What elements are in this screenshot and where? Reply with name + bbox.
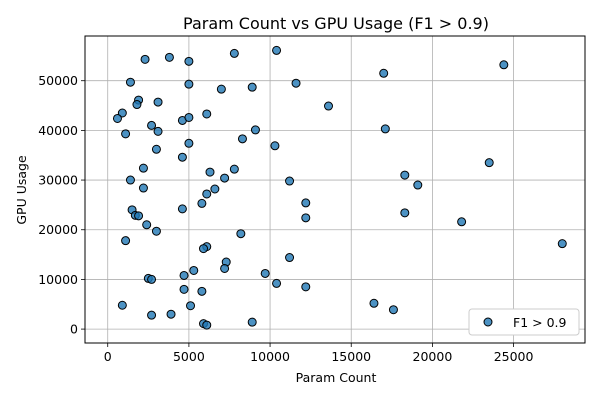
data-point bbox=[142, 220, 152, 230]
data-point bbox=[457, 217, 467, 227]
data-point bbox=[184, 56, 194, 66]
data-point bbox=[177, 204, 187, 214]
data-point bbox=[388, 305, 398, 315]
x-tick-label: 20000 bbox=[413, 349, 453, 364]
data-point bbox=[184, 112, 194, 122]
data-point bbox=[202, 320, 212, 330]
legend-label: F1 > 0.9 bbox=[513, 315, 566, 330]
data-point bbox=[153, 126, 163, 136]
data-point bbox=[184, 79, 194, 89]
x-axis-label: Param Count bbox=[296, 370, 377, 385]
data-point bbox=[166, 309, 176, 319]
data-point bbox=[400, 208, 410, 218]
data-point bbox=[220, 263, 230, 273]
chart-title: Param Count vs GPU Usage (F1 > 0.9) bbox=[183, 14, 489, 33]
data-point bbox=[121, 236, 131, 246]
legend-box bbox=[468, 308, 580, 336]
data-point bbox=[400, 170, 410, 180]
y-tick-label: 20000 bbox=[38, 222, 78, 237]
data-point bbox=[285, 176, 295, 186]
data-point bbox=[216, 84, 226, 94]
data-point bbox=[202, 189, 212, 199]
data-point bbox=[285, 253, 295, 263]
data-point bbox=[380, 124, 390, 134]
data-point bbox=[153, 97, 163, 107]
data-point bbox=[237, 134, 247, 144]
y-tick-label: 0 bbox=[70, 322, 78, 337]
y-axis-label: GPU Usage bbox=[14, 155, 29, 225]
legend: F1 > 0.9 bbox=[468, 308, 580, 336]
data-point bbox=[140, 54, 150, 64]
data-point bbox=[484, 158, 494, 168]
x-tick-label: 10000 bbox=[250, 349, 290, 364]
data-point bbox=[301, 213, 311, 223]
data-point bbox=[164, 52, 174, 62]
data-point bbox=[112, 113, 122, 123]
data-point bbox=[301, 282, 311, 292]
data-point bbox=[229, 48, 239, 58]
data-point bbox=[186, 301, 196, 311]
data-point bbox=[210, 184, 220, 194]
x-tick-label: 5000 bbox=[173, 349, 205, 364]
data-point bbox=[369, 298, 379, 308]
data-point bbox=[272, 278, 282, 288]
data-point bbox=[229, 164, 239, 174]
data-point bbox=[125, 77, 135, 87]
data-point bbox=[138, 183, 148, 193]
data-point bbox=[499, 60, 509, 70]
data-point bbox=[138, 163, 148, 173]
data-point bbox=[125, 175, 135, 185]
y-tick-label: 30000 bbox=[38, 173, 78, 188]
data-point bbox=[179, 284, 189, 294]
y-tick-label: 50000 bbox=[38, 73, 78, 88]
x-tick-label: 15000 bbox=[331, 349, 371, 364]
y-tick-label: 40000 bbox=[38, 123, 78, 138]
data-point bbox=[134, 211, 144, 221]
data-point bbox=[177, 152, 187, 162]
y-axis-ticks: 0 10000 20000 30000 40000 50000 bbox=[38, 73, 85, 337]
x-tick-label: 25000 bbox=[494, 349, 534, 364]
data-point bbox=[197, 286, 207, 296]
data-point bbox=[179, 270, 189, 280]
data-point bbox=[247, 82, 257, 92]
data-point bbox=[205, 167, 215, 177]
data-point bbox=[151, 226, 161, 236]
data-point bbox=[236, 229, 246, 239]
data-point bbox=[220, 173, 230, 183]
data-point bbox=[301, 198, 311, 208]
data-point bbox=[121, 129, 131, 139]
gridlines bbox=[85, 36, 585, 343]
data-point bbox=[147, 274, 157, 284]
x-tick-label: 0 bbox=[104, 349, 112, 364]
data-point bbox=[147, 120, 157, 130]
data-point bbox=[189, 265, 199, 275]
data-point bbox=[151, 144, 161, 154]
data-point bbox=[291, 78, 301, 88]
data-point bbox=[147, 310, 157, 320]
data-point bbox=[132, 100, 142, 110]
data-point bbox=[557, 239, 567, 249]
data-point bbox=[260, 268, 270, 278]
data-point bbox=[250, 125, 260, 135]
data-point bbox=[199, 244, 209, 254]
data-point bbox=[272, 45, 282, 55]
data-points bbox=[112, 45, 567, 330]
data-point bbox=[197, 198, 207, 208]
data-point bbox=[413, 180, 423, 190]
data-point bbox=[247, 317, 257, 327]
data-point bbox=[379, 68, 389, 78]
data-point bbox=[117, 300, 127, 310]
plot-area-frame bbox=[84, 35, 586, 344]
x-axis-ticks: 0 5000 10000 15000 20000 25000 bbox=[104, 343, 534, 364]
data-point bbox=[184, 138, 194, 148]
data-point bbox=[202, 109, 212, 119]
legend-marker bbox=[483, 317, 493, 327]
data-point bbox=[270, 141, 280, 151]
data-point bbox=[324, 101, 334, 111]
y-tick-label: 10000 bbox=[38, 272, 78, 287]
